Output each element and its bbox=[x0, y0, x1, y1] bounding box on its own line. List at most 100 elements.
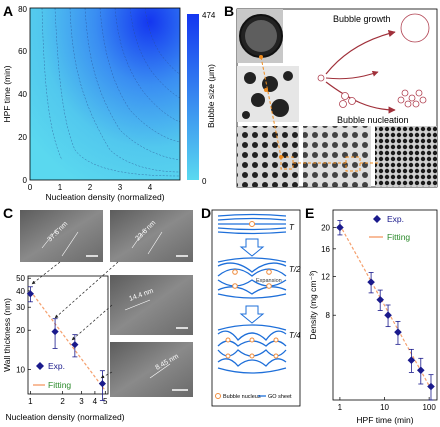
c-fit-line bbox=[29, 290, 106, 391]
c-ytick-label: 30 bbox=[16, 303, 25, 312]
e-ytick-label: 8 bbox=[326, 311, 331, 320]
legend-exp-label: Exp. bbox=[387, 214, 404, 224]
panel-a-colorbar bbox=[187, 14, 199, 180]
panel-e-yticks: 8 12 16 20 bbox=[321, 223, 336, 320]
panel-c-ylabel: Wall thickness (nm) bbox=[2, 298, 12, 372]
legend-exp-label: Exp. bbox=[48, 361, 65, 371]
panel-c-letter: C bbox=[3, 205, 13, 221]
a-xtick: 2 bbox=[88, 183, 93, 192]
panel-b: B Bubble growth Bubbl bbox=[224, 3, 438, 188]
grown-bubble bbox=[400, 13, 430, 43]
micrograph-dense bbox=[375, 126, 437, 187]
e-data-point bbox=[384, 311, 392, 320]
legend-nucleus-marker bbox=[215, 393, 221, 399]
e-data-point bbox=[394, 328, 402, 336]
schematic-seed bbox=[317, 74, 325, 82]
d-label-quarter: T/4 bbox=[289, 331, 301, 340]
d-label-half: T/2 bbox=[289, 265, 301, 274]
down-arrow-2 bbox=[239, 305, 265, 324]
panel-c-xlabel: Nucleation density (normalized) bbox=[5, 412, 124, 422]
legend-fit-label: Fitting bbox=[387, 232, 410, 242]
panel-e-marks bbox=[336, 220, 435, 401]
micrograph-medium bbox=[303, 126, 371, 187]
panel-a: A 0 20 40 60 80 0 1 2 3 4 Nucleation den bbox=[2, 3, 216, 202]
e-data-point bbox=[416, 366, 425, 375]
tem-image-2 bbox=[110, 210, 193, 262]
many-bubbles bbox=[397, 89, 427, 108]
panel-a-frame bbox=[29, 7, 181, 181]
colorbar-max: 474 bbox=[202, 11, 216, 20]
panel-e-xticks: 1 10 100 bbox=[338, 397, 436, 412]
panel-a-heatmap bbox=[30, 8, 180, 180]
panel-d: D T Expansion T/2 bbox=[201, 205, 301, 407]
nucleus-1 bbox=[249, 221, 255, 227]
panel-e: E 8 12 16 20 1 10 100 HPF time (min) Density … bbox=[305, 205, 438, 425]
panel-a-letter: A bbox=[3, 3, 13, 19]
c-ytick-label: 10 bbox=[16, 366, 25, 375]
a-xtick: 4 bbox=[148, 183, 153, 192]
mid-arrow bbox=[325, 70, 379, 80]
panel-d-letter: D bbox=[201, 205, 211, 221]
a-xtick: 0 bbox=[28, 183, 33, 192]
panel-e-letter: E bbox=[305, 205, 314, 221]
a-ytick: 40 bbox=[18, 90, 27, 99]
a-ytick: 60 bbox=[18, 47, 27, 56]
nuclei-2 bbox=[232, 269, 272, 289]
expansion-label: Expansion bbox=[256, 278, 282, 284]
few-bubbles bbox=[339, 92, 356, 108]
go-stack-2 bbox=[217, 257, 287, 299]
bubble-growth-label: Bubble growth bbox=[333, 14, 391, 24]
nucleation-arrow bbox=[325, 81, 396, 114]
e-data-point bbox=[336, 223, 344, 232]
e-data-point bbox=[407, 356, 416, 365]
a-xtick: 1 bbox=[58, 183, 63, 192]
panel-e-plot-frame bbox=[332, 209, 438, 401]
tem-images: 37.6 nm 23.6 nm 14.4 nm 8.45 nm bbox=[20, 210, 193, 397]
d-label-t: T bbox=[289, 223, 295, 232]
a-xtick: 3 bbox=[118, 183, 123, 192]
a-ytick: 0 bbox=[23, 176, 28, 185]
e-data-point bbox=[367, 278, 375, 286]
zoom-dashes bbox=[260, 56, 380, 172]
c-ytick-label: 50 bbox=[16, 274, 25, 283]
panel-e-legend: Exp. Fitting bbox=[369, 214, 410, 242]
legend-exp-marker bbox=[36, 362, 44, 370]
legend-exp-marker bbox=[373, 215, 381, 223]
c-data-point bbox=[98, 380, 107, 388]
colorbar-label: Bubble size (μm) bbox=[206, 64, 216, 128]
panel-a-xticks: 0 1 2 3 4 bbox=[28, 183, 153, 192]
panel-a-xlabel: Nucleation density (normalized) bbox=[45, 192, 164, 202]
e-xtick-label: 10 bbox=[380, 403, 389, 412]
panel-c-marks bbox=[26, 286, 107, 401]
a-ytick: 20 bbox=[18, 133, 27, 142]
e-ytick-label: 16 bbox=[321, 245, 330, 254]
c-data-point bbox=[26, 290, 34, 298]
panel-e-ylabel: Density (mg cm⁻³) bbox=[308, 270, 318, 339]
panel-b-letter: B bbox=[224, 3, 234, 19]
a-ytick: 80 bbox=[18, 5, 27, 14]
c-ytick-label: 20 bbox=[16, 326, 25, 335]
c-data-point bbox=[51, 328, 59, 336]
panel-c: C 37.6 nm 23.6 nm 14.4 nm bbox=[2, 205, 193, 422]
panel-c-plot-frame bbox=[27, 275, 109, 395]
c-xtick-label: 3 bbox=[79, 397, 84, 406]
c-xtick-label: 4 bbox=[93, 397, 98, 406]
c-xtick-label: 5 bbox=[103, 397, 108, 406]
c-xtick-label: 1 bbox=[28, 397, 33, 406]
go-stack-1 bbox=[217, 213, 287, 235]
legend-fit-label: Fitting bbox=[48, 380, 71, 390]
e-data-point bbox=[376, 295, 385, 304]
tem-image-3 bbox=[110, 275, 193, 335]
tem-image-4 bbox=[110, 342, 193, 397]
c-data-point bbox=[71, 341, 79, 349]
panel-a-contours bbox=[41, 7, 181, 177]
e-ytick-label: 20 bbox=[321, 223, 330, 232]
legend-nucleus-label: Bubble nucleus bbox=[223, 394, 261, 400]
e-xtick-label: 1 bbox=[338, 403, 343, 412]
panel-e-xlabel: HPF time (min) bbox=[356, 415, 413, 425]
panel-a-yticks: 0 20 40 60 80 bbox=[18, 5, 27, 185]
e-ytick-label: 12 bbox=[321, 272, 330, 281]
panel-c-pointers bbox=[31, 261, 119, 379]
